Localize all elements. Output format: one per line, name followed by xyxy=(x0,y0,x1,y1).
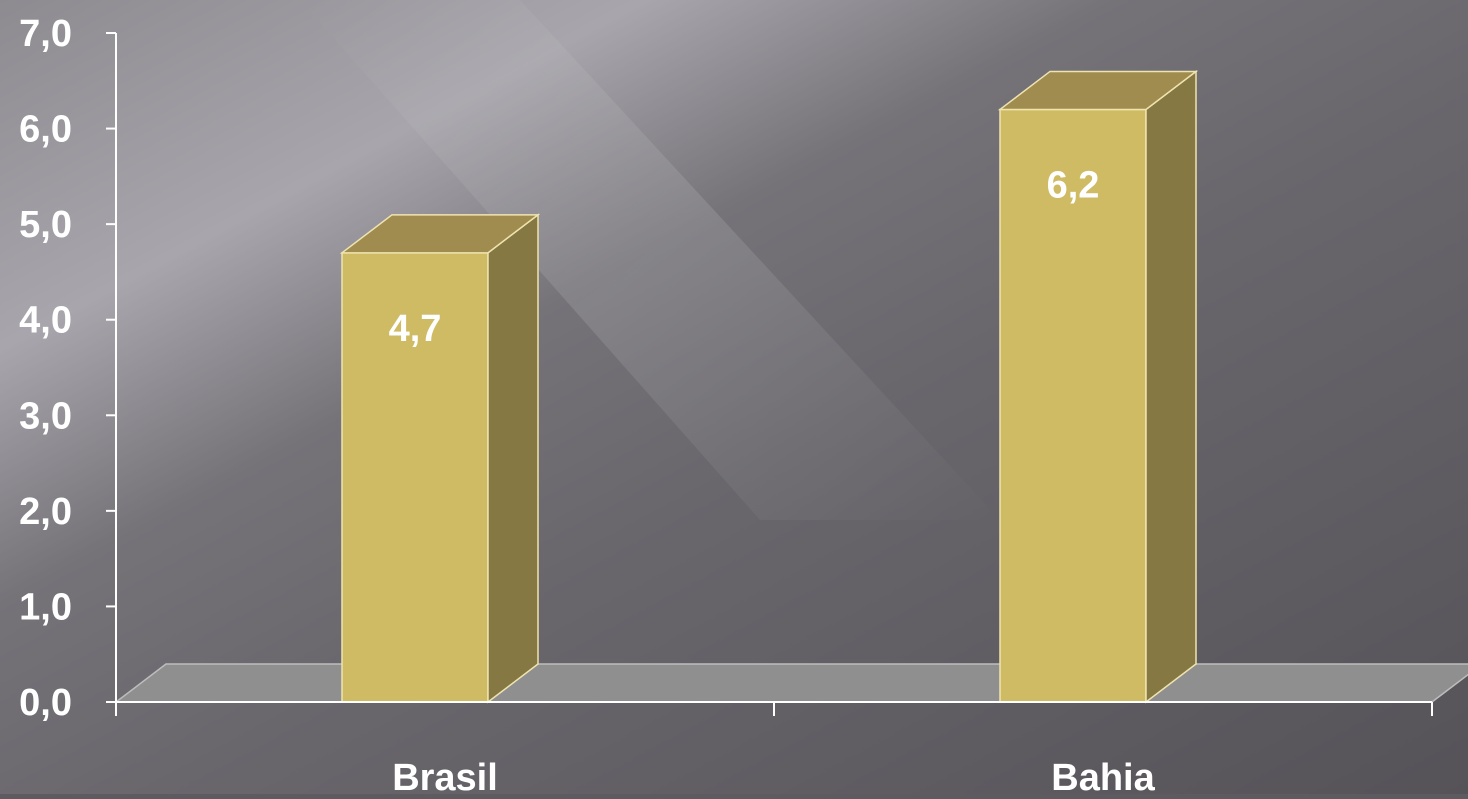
bar-brasil xyxy=(339,213,541,704)
bar-side xyxy=(487,213,539,704)
y-tick-label: 0,0 xyxy=(19,682,72,724)
bar-top xyxy=(339,214,541,254)
y-tick-label: 6,0 xyxy=(19,109,72,151)
x-tick-label: Brasil xyxy=(392,757,498,794)
y-tick-label: 2,0 xyxy=(19,491,72,533)
bar-side xyxy=(1145,69,1197,704)
data-label: 6,2 xyxy=(1047,164,1100,206)
bar-bahia xyxy=(997,69,1199,704)
background-streak xyxy=(300,0,1000,520)
x-tick-label: Bahia xyxy=(1051,757,1155,794)
y-tick-label: 1,0 xyxy=(19,586,72,628)
chart-floor xyxy=(113,663,1468,703)
data-label: 4,7 xyxy=(389,308,442,350)
y-tick-label: 5,0 xyxy=(19,204,72,246)
y-tick-label: 4,0 xyxy=(19,300,72,342)
y-tick-label: 3,0 xyxy=(19,395,72,437)
bar-top xyxy=(997,70,1199,111)
bar-front xyxy=(341,252,489,703)
bar-front xyxy=(999,108,1147,703)
y-tick-label: 7,0 xyxy=(19,13,72,55)
